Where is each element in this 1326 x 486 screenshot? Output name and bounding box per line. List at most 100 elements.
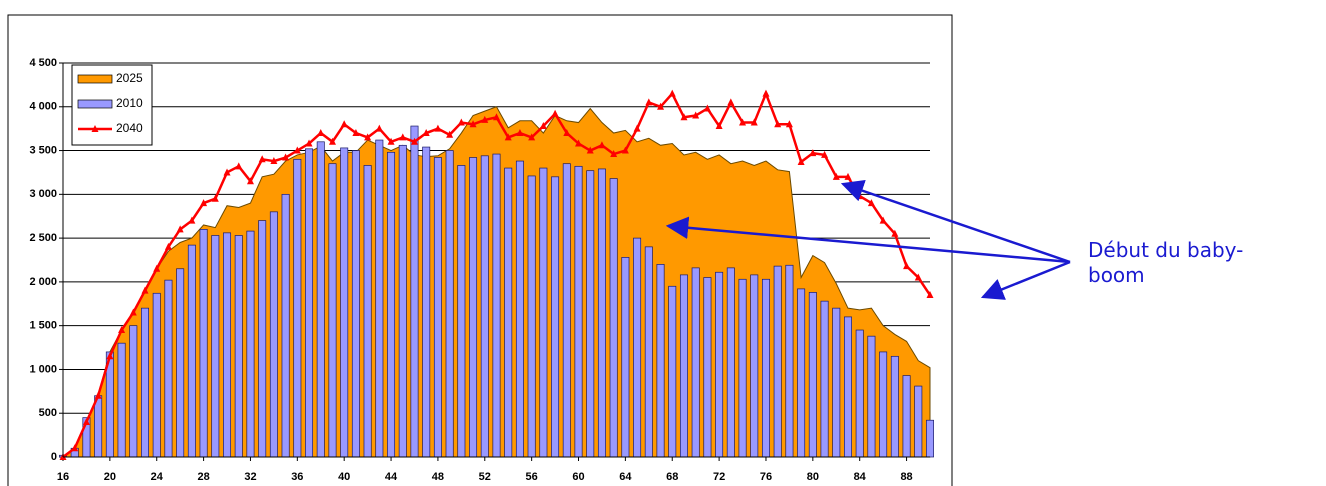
marker	[493, 113, 500, 121]
marker	[94, 391, 102, 399]
marker	[422, 129, 430, 137]
bar	[808, 292, 817, 458]
marker	[469, 120, 477, 128]
marker	[563, 129, 571, 137]
bar	[902, 375, 911, 458]
marker	[258, 155, 266, 163]
marker	[504, 133, 512, 141]
marker	[598, 141, 606, 149]
marker	[692, 111, 700, 119]
marker	[235, 162, 243, 170]
bar	[258, 220, 267, 458]
bar	[890, 355, 899, 458]
bar	[914, 385, 923, 458]
legend-swatch	[91, 125, 99, 132]
marker	[844, 172, 852, 180]
x-tick-label: 40	[338, 471, 350, 483]
x-tick-label: 20	[104, 471, 116, 483]
bar	[340, 147, 349, 458]
marker	[188, 216, 196, 224]
x-tick-label: 72	[713, 471, 725, 483]
bar	[211, 235, 220, 458]
bar	[445, 150, 454, 458]
marker	[575, 139, 583, 147]
bar	[551, 176, 560, 458]
marker	[118, 326, 126, 334]
annotation: Début du baby-boom	[1088, 238, 1244, 287]
marker	[903, 262, 911, 270]
marker	[657, 102, 665, 110]
bar	[187, 244, 196, 458]
marker	[246, 177, 254, 185]
marker	[891, 229, 899, 237]
marker	[914, 273, 922, 281]
marker	[610, 150, 618, 158]
marker	[375, 124, 383, 132]
marker	[481, 115, 489, 123]
marker	[410, 137, 418, 145]
marker	[633, 124, 641, 132]
bar	[480, 155, 489, 458]
bar	[199, 229, 208, 458]
marker	[434, 124, 442, 132]
y-tick-label: 2 000	[29, 276, 57, 288]
marker	[305, 139, 313, 147]
bar	[879, 351, 888, 458]
x-tick-label: 32	[244, 471, 256, 483]
bar	[656, 264, 665, 458]
marker	[129, 308, 137, 316]
bar	[375, 139, 384, 458]
marker	[352, 129, 360, 137]
marker	[223, 168, 231, 176]
bar	[633, 237, 642, 458]
y-tick-label: 3 000	[29, 188, 57, 200]
bar	[328, 163, 337, 458]
legend-swatch	[77, 74, 113, 84]
marker	[774, 120, 782, 128]
bar	[844, 316, 852, 458]
x-tick-label: 48	[432, 471, 444, 483]
bar	[597, 168, 606, 458]
marker	[317, 129, 325, 137]
marker	[399, 133, 407, 141]
bar	[469, 157, 478, 458]
bar	[515, 160, 524, 458]
bar	[785, 264, 794, 458]
bar	[644, 246, 653, 458]
arrow	[980, 260, 1071, 300]
bar	[726, 267, 735, 458]
marker	[750, 118, 758, 126]
marker	[703, 104, 711, 112]
x-tick-label: 88	[900, 471, 912, 483]
x-tick-label: 84	[854, 471, 867, 483]
bar	[527, 175, 536, 458]
x-tick-label: 64	[619, 471, 632, 483]
bar	[269, 211, 278, 458]
marker	[809, 149, 817, 157]
bar	[94, 395, 103, 458]
bar	[539, 167, 548, 458]
bar	[820, 300, 829, 458]
marker	[141, 286, 149, 294]
marker	[153, 264, 161, 272]
bar	[387, 151, 396, 458]
bar	[715, 271, 724, 458]
bar	[316, 141, 325, 458]
bar	[246, 230, 255, 458]
bar	[164, 279, 173, 458]
y-tick-label: 1 000	[29, 363, 57, 375]
marker	[200, 199, 208, 207]
marker	[211, 194, 219, 202]
bar	[703, 277, 712, 458]
marker	[164, 242, 172, 250]
bar	[305, 148, 314, 458]
bar	[750, 274, 759, 458]
marker	[457, 118, 465, 126]
y-tick-label: 4 000	[29, 101, 57, 113]
marker	[879, 216, 887, 224]
marker	[364, 133, 372, 141]
legend-swatch	[77, 99, 113, 109]
bar	[621, 257, 630, 458]
arrow	[840, 179, 1071, 264]
